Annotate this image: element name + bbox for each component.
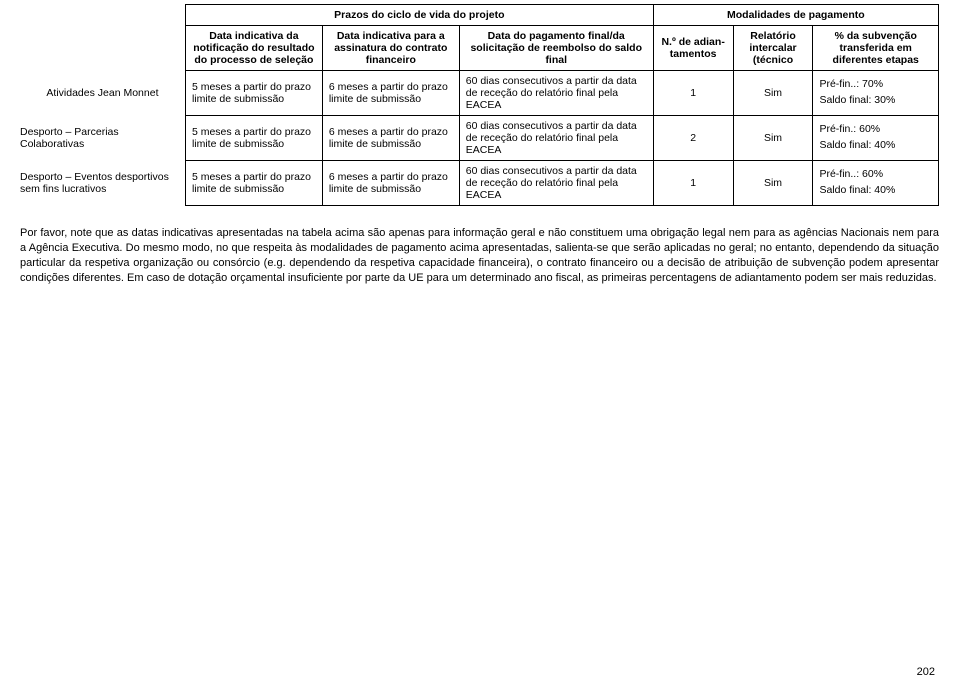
saldo: Saldo final: 30% (819, 93, 932, 109)
cell-c5: Sim (733, 116, 813, 161)
cell-c4: 1 (653, 161, 733, 206)
cell-c3: 60 dias consecutivos a partir da data de… (459, 116, 653, 161)
cell-c1: 5 meses a partir do prazo limite de subm… (185, 71, 322, 116)
cell-c2: 6 meses a partir do prazo limite de subm… (322, 161, 459, 206)
prefin: Pré-fin..: 60% (819, 167, 932, 183)
cell-c5: Sim (733, 161, 813, 206)
saldo: Saldo final: 40% (819, 138, 932, 154)
col-notificacao: Data indicativa da notificação do result… (185, 26, 322, 71)
cell-c6: Pré-fin..: 70% Saldo final: 30% (813, 71, 939, 116)
row-label: Desporto – Eventos desportivos sem fins … (20, 161, 185, 206)
cell-c4: 1 (653, 71, 733, 116)
page-number: 202 (917, 666, 935, 678)
cell-c6: Pré-fin.: 60% Saldo final: 40% (813, 116, 939, 161)
prefin: Pré-fin..: 70% (819, 77, 932, 93)
col-adiantamentos: N.º de adian- tamentos (653, 26, 733, 71)
cell-c3: 60 dias consecutivos a partir da data de… (459, 161, 653, 206)
cell-c3: 60 dias consecutivos a partir da data de… (459, 71, 653, 116)
prefin: Pré-fin.: 60% (819, 122, 932, 138)
cell-c6: Pré-fin..: 60% Saldo final: 40% (813, 161, 939, 206)
row-label: Desporto – Parcerias Colaborativas (20, 116, 185, 161)
cell-c5: Sim (733, 71, 813, 116)
col-pagamento: Data do pagamento final/da solicitação d… (459, 26, 653, 71)
cell-c1: 5 meses a partir do prazo limite de subm… (185, 161, 322, 206)
cell-c4: 2 (653, 116, 733, 161)
header-modalidades: Modalidades de pagamento (653, 5, 938, 26)
payment-table: Prazos do ciclo de vida do projeto Modal… (20, 4, 939, 206)
col-relatorio: Relatório intercalar (técnico (733, 26, 813, 71)
note-paragraph: Por favor, note que as datas indicativas… (20, 226, 939, 285)
col-assinatura: Data indicativa para a assinatura do con… (322, 26, 459, 71)
saldo: Saldo final: 40% (819, 183, 932, 199)
table-row: Desporto – Eventos desportivos sem fins … (20, 161, 939, 206)
cell-c1: 5 meses a partir do prazo limite de subm… (185, 116, 322, 161)
table-row: Desporto – Parcerias Colaborativas 5 mes… (20, 116, 939, 161)
col-subvencao: % da subvenção transferida em diferentes… (813, 26, 939, 71)
cell-c2: 6 meses a partir do prazo limite de subm… (322, 116, 459, 161)
row-label: Atividades Jean Monnet (20, 71, 185, 116)
table-row: Atividades Jean Monnet 5 meses a partir … (20, 71, 939, 116)
cell-c2: 6 meses a partir do prazo limite de subm… (322, 71, 459, 116)
header-prazos: Prazos do ciclo de vida do projeto (185, 5, 653, 26)
